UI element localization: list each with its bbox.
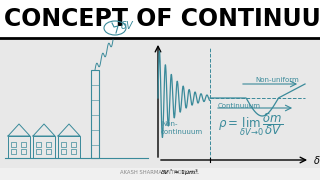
Text: $\delta V$: $\delta V$ bbox=[120, 19, 135, 31]
Text: $\delta V^*\approx 1\mu m^3$: $\delta V^*\approx 1\mu m^3$ bbox=[160, 168, 199, 178]
Bar bbox=[36, 149, 41, 154]
Bar bbox=[21, 149, 26, 154]
Bar bbox=[71, 142, 76, 147]
Text: Non-
continuuum: Non- continuuum bbox=[161, 121, 203, 135]
Text: Non-uniform: Non-uniform bbox=[255, 77, 299, 83]
Text: CONCEPT OF CONTINUUM: CONCEPT OF CONTINUUM bbox=[4, 7, 320, 31]
Bar bbox=[21, 142, 26, 147]
Bar bbox=[0, 38, 320, 168]
Text: Continuuum: Continuuum bbox=[218, 103, 261, 109]
Bar bbox=[0, 0, 320, 38]
Bar bbox=[11, 149, 16, 154]
Bar bbox=[61, 142, 66, 147]
Bar bbox=[91, 70, 99, 158]
Text: $\rho = \lim_{\delta V \to 0} \dfrac{\delta m}{\delta V}$: $\rho = \lim_{\delta V \to 0} \dfrac{\de… bbox=[218, 111, 283, 138]
Bar bbox=[11, 142, 16, 147]
Text: $\delta V$: $\delta V$ bbox=[313, 154, 320, 166]
Bar bbox=[46, 142, 51, 147]
Bar bbox=[71, 149, 76, 154]
Bar bbox=[58, 136, 80, 158]
Bar bbox=[46, 149, 51, 154]
Text: AKASH SHARMA ENTROPYHILL: AKASH SHARMA ENTROPYHILL bbox=[121, 170, 199, 175]
Bar bbox=[61, 149, 66, 154]
Bar bbox=[36, 142, 41, 147]
Bar bbox=[33, 136, 55, 158]
Bar bbox=[8, 136, 30, 158]
